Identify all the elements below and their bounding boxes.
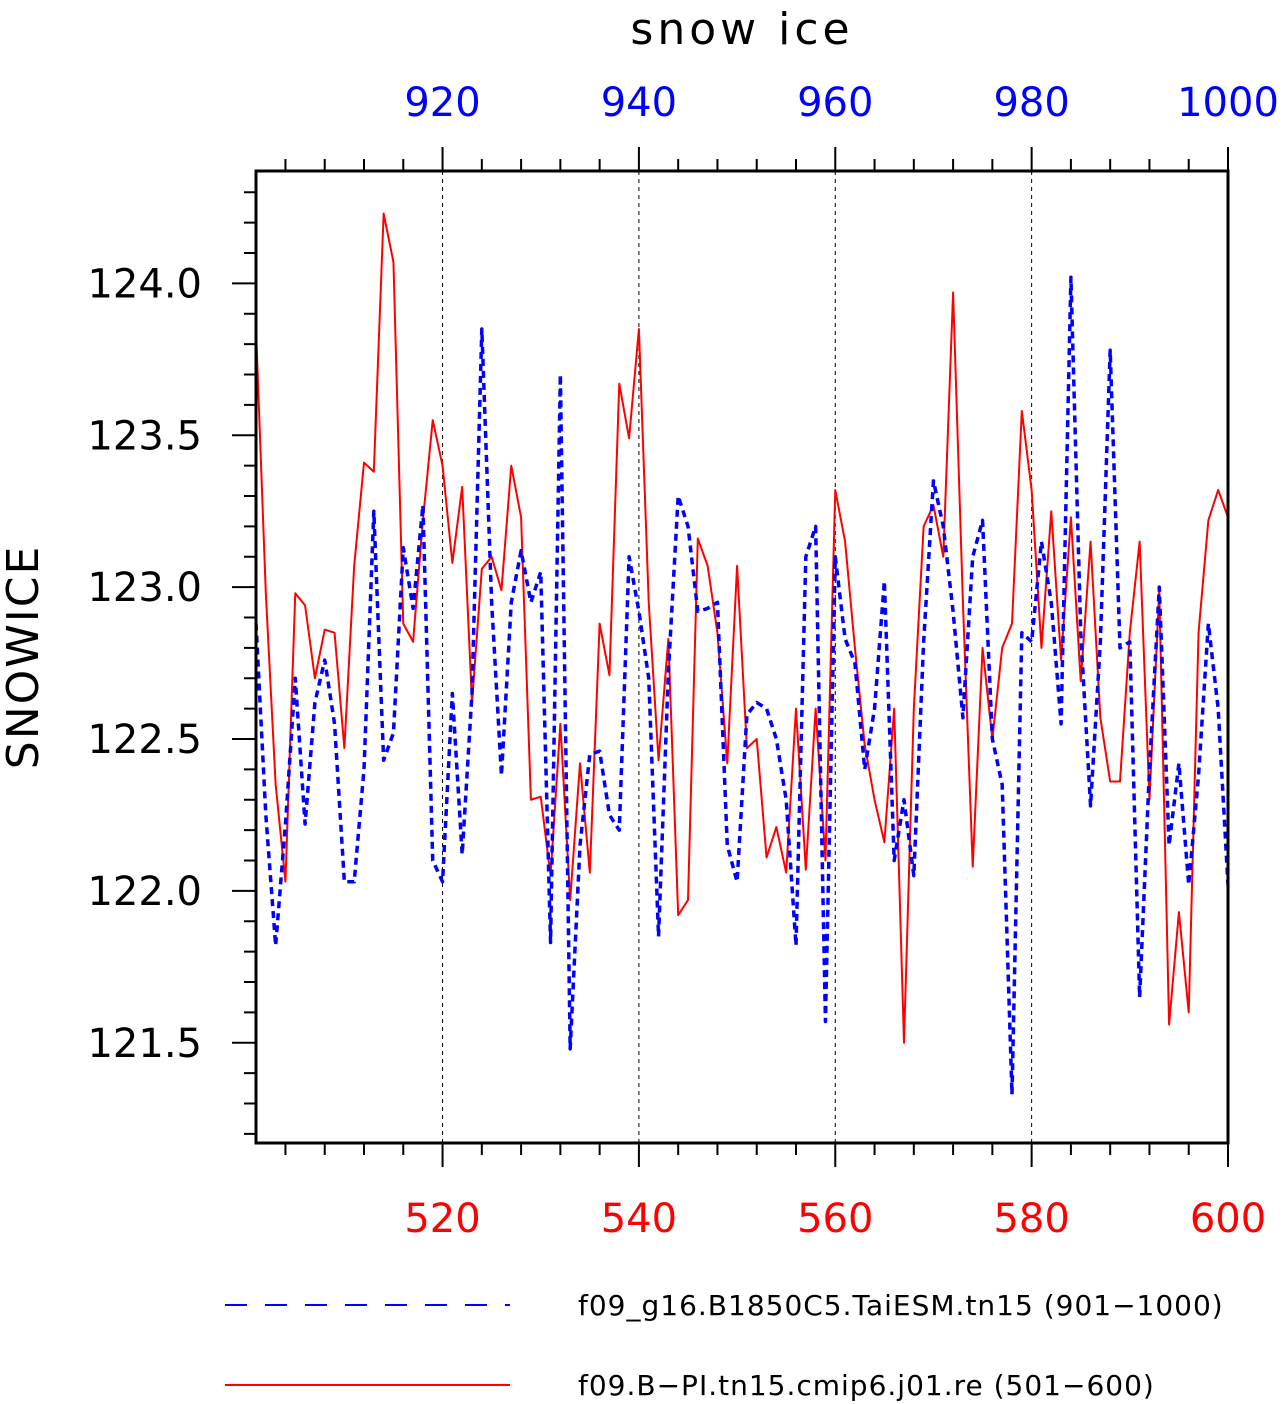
y-tick-label: 122.0 (87, 869, 202, 915)
bottom-tick-label: 560 (797, 1196, 873, 1242)
legend: f09_g16.B1850C5.TaiESM.tn15 (901−1000) f… (225, 1289, 1224, 1402)
y-tick-label: 123.0 (87, 565, 202, 611)
chart-title: snow ice (630, 4, 853, 55)
top-tick-label: 980 (993, 80, 1069, 126)
top-tick-label: 1000 (1177, 80, 1279, 126)
top-tick-label: 920 (404, 80, 480, 126)
bottom-tick-label: 580 (993, 1196, 1069, 1242)
tick-labels: 920 940 960 980 1000 520 540 560 580 600 121.5 122.… (87, 80, 1278, 1242)
axis-ticks (232, 147, 1229, 1167)
y-tick-label: 123.5 (87, 413, 202, 459)
plot-frame (254, 169, 1230, 1145)
y-tick-label: 122.5 (87, 717, 202, 763)
series-line-blue-dashed (256, 275, 1228, 1097)
legend-label-red: f09.B−PI.tn15.cmip6.j01.re (501−600) (578, 1369, 1155, 1402)
bottom-tick-label: 520 (404, 1196, 480, 1242)
y-tick-label: 121.5 (87, 1021, 202, 1067)
legend-label-blue: f09_g16.B1850C5.TaiESM.tn15 (901−1000) (578, 1289, 1224, 1322)
y-axis-label: SNOWICE (0, 545, 49, 769)
top-tick-label: 960 (797, 80, 873, 126)
y-tick-label: 124.0 (87, 261, 202, 307)
grid-lines (442, 171, 1033, 1143)
bottom-tick-label: 600 (1190, 1196, 1266, 1242)
series-layer (256, 212, 1228, 1097)
top-tick-label: 940 (601, 80, 677, 126)
bottom-tick-label: 540 (601, 1196, 677, 1242)
series-line-red-solid (256, 212, 1228, 1044)
